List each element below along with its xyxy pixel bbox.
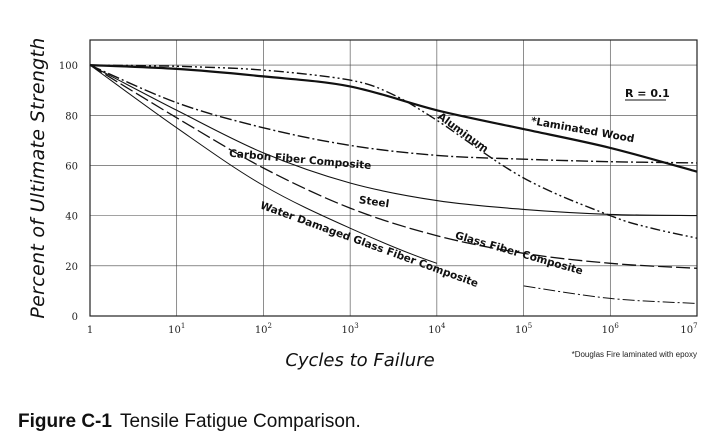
series-line-glass-fiber-composite xyxy=(89,64,698,269)
series-line-water-damaged-glass-fiber-composite-tail xyxy=(523,285,698,304)
series-line-water-damaged-glass-fiber-composite xyxy=(89,64,438,264)
x-axis-label: Cycles to Failure xyxy=(285,350,434,371)
figure-label: Figure C-1 xyxy=(18,411,112,432)
y-tick-label: 100 xyxy=(59,61,78,72)
y-tick-labels: 0 20 40 60 80 100 xyxy=(59,61,78,323)
x-tick-label: 1 xyxy=(87,325,93,336)
x-tick-label: 102 xyxy=(255,322,272,336)
x-tick-label: 105 xyxy=(515,322,532,336)
y-tick-label: 0 xyxy=(72,312,78,323)
y-tick-label: 80 xyxy=(65,111,78,122)
x-tick-label: 101 xyxy=(168,322,185,336)
r-ratio-annotation: R = 0.1 xyxy=(625,87,670,100)
x-tick-label: 103 xyxy=(342,322,359,336)
curve-label-steel: Steel xyxy=(358,194,390,210)
x-tick-label: 104 xyxy=(428,322,446,336)
footnote: *Douglas Fire laminated with epoxy xyxy=(572,350,697,359)
series-line-aluminum xyxy=(89,64,698,239)
y-tick-label: 40 xyxy=(65,212,78,223)
series-lines xyxy=(89,64,698,304)
y-tick-label: 60 xyxy=(65,161,78,172)
y-axis-label: Percent of Ultimate Strength xyxy=(27,37,49,318)
x-tick-label: 106 xyxy=(602,322,620,336)
x-tick-labels: 1 101 102 103 104 105 106 107 xyxy=(87,322,698,336)
figure-caption: Figure C-1 Tensile Fatigue Comparison. xyxy=(18,411,361,433)
y-tick-label: 20 xyxy=(65,262,78,273)
series-line-steel xyxy=(89,64,698,217)
series-line-carbon-fiber-composite xyxy=(89,64,698,164)
caption-text: Tensile Fatigue Comparison. xyxy=(119,411,361,432)
plot-frame xyxy=(89,39,698,317)
x-tick-label: 107 xyxy=(680,322,697,336)
series-line-laminated-wood xyxy=(89,64,698,173)
